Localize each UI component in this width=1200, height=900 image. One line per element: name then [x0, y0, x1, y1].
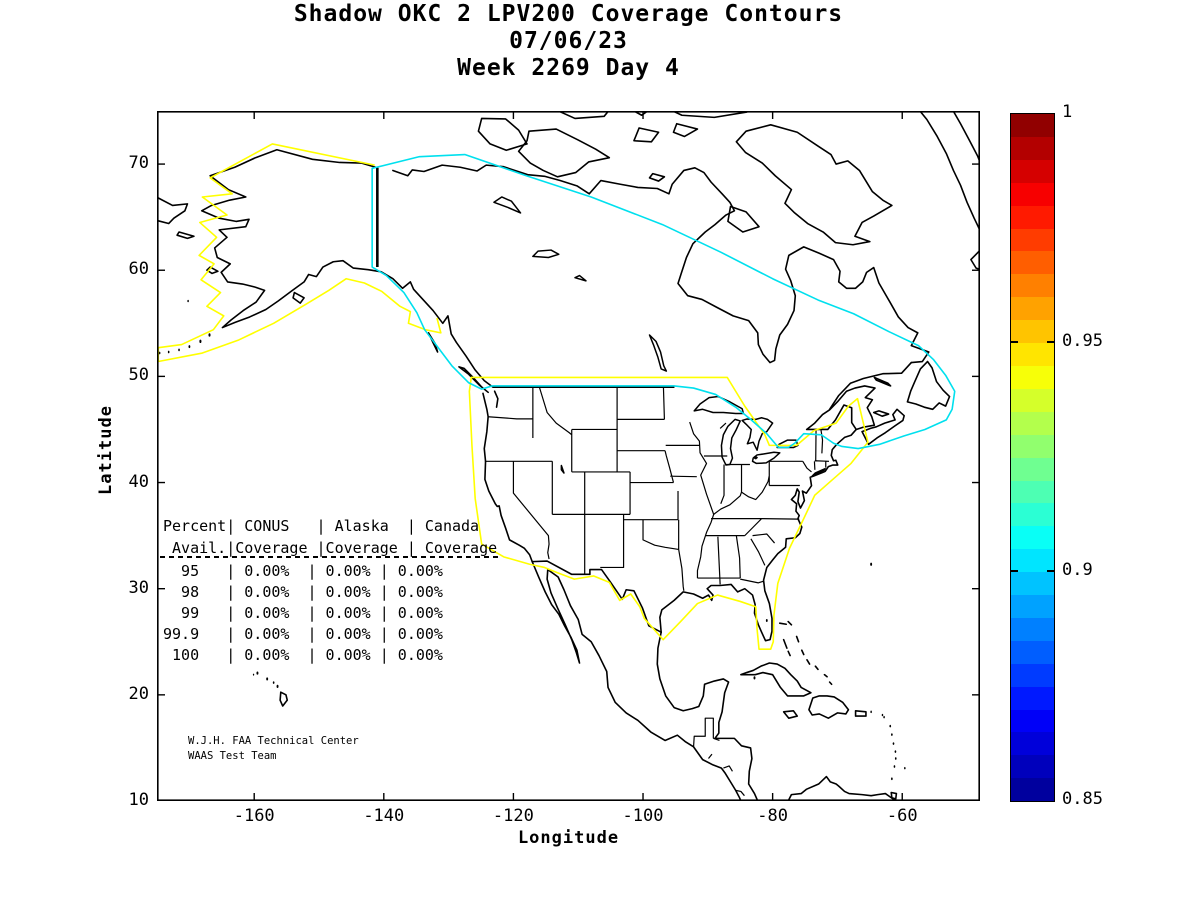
x-tick-label: -160	[233, 806, 275, 826]
coverage-table-row: 99.9 | 0.00% | 0.00% | 0.00%	[163, 625, 443, 643]
basemap	[157, 111, 980, 801]
colorbar-band	[1011, 640, 1054, 664]
x-axis-label: Longitude	[517, 828, 620, 848]
figure-date: 07/06/23	[509, 28, 628, 54]
coverage-table-row: 98 | 0.00% | 0.00% | 0.00%	[163, 583, 443, 601]
colorbar-band	[1011, 274, 1054, 298]
coverage-contours	[158, 144, 954, 649]
colorbar-band	[1011, 365, 1054, 389]
map-plot	[157, 111, 980, 801]
coverage-table-header-row1: Percent| CONUS | Alaska | Canada	[163, 517, 480, 535]
figure-week-day: Week 2269 Day 4	[457, 55, 680, 81]
coverage-table-row: 99 | 0.00% | 0.00% | 0.00%	[163, 604, 443, 622]
alaska-boundary	[158, 144, 441, 362]
y-tick-label: 30	[128, 577, 149, 598]
plot-frame	[157, 111, 980, 801]
colorbar-band	[1011, 480, 1054, 504]
colorbar-band	[1011, 732, 1054, 756]
x-tick-label: -100	[622, 806, 664, 826]
figure-title: Shadow OKC 2 LPV200 Coverage Contours	[293, 1, 844, 27]
x-tick-label: -120	[492, 806, 534, 826]
colorbar-band	[1011, 595, 1054, 618]
colorbar-tick	[1011, 570, 1018, 572]
colorbar-tick	[1011, 341, 1018, 343]
x-tick-label: -60	[886, 806, 918, 826]
colorbar-band	[1011, 228, 1054, 252]
colorbar-band	[1011, 114, 1054, 137]
y-tick-label: 20	[128, 683, 149, 704]
colorbar-band	[1011, 411, 1054, 435]
colorbar-band	[1011, 549, 1054, 573]
colorbar-band	[1011, 686, 1054, 710]
colorbar-band	[1011, 617, 1054, 641]
y-tick-label: 70	[128, 153, 149, 174]
colorbar-tick-label: 1	[1062, 102, 1073, 122]
colorbar-tick-label: 0.85	[1062, 789, 1103, 809]
colorbar-band	[1011, 457, 1054, 481]
colorbar-band	[1011, 343, 1054, 366]
y-tick-label: 40	[128, 471, 149, 492]
colorbar-band	[1011, 572, 1054, 596]
colorbar-band	[1011, 755, 1054, 779]
canada-boundary	[372, 155, 955, 449]
x-tick-label: -80	[757, 806, 788, 826]
y-tick-label: 10	[128, 790, 149, 810]
colorbar-band	[1011, 136, 1054, 160]
attribution-line: WAAS Test Team	[188, 750, 277, 762]
colorbar-tick-label: 0.95	[1062, 331, 1103, 351]
y-tick-label: 60	[128, 259, 149, 280]
colorbar-band	[1011, 159, 1054, 183]
colorbar-band	[1011, 503, 1054, 527]
colorbar-band	[1011, 709, 1054, 733]
coverage-table-header-row2: Avail.|Coverage |Coverage | Coverage	[163, 539, 498, 557]
coverage-table-row: 95 | 0.00% | 0.00% | 0.00%	[163, 562, 443, 580]
colorbar-band	[1011, 320, 1054, 344]
colorbar-tick	[1047, 341, 1054, 343]
colorbar-band	[1011, 182, 1054, 206]
colorbar-band	[1011, 434, 1054, 458]
colorbar-band	[1011, 778, 1054, 802]
attribution-line: W.J.H. FAA Technical Center	[188, 735, 359, 747]
coverage-table-row: 100 | 0.00% | 0.00% | 0.00%	[163, 646, 443, 664]
coverage-table-separator	[160, 556, 500, 558]
conus-boundary	[469, 377, 868, 649]
colorbar-tick-label: 0.9	[1062, 560, 1093, 580]
colorbar-tick	[1047, 570, 1054, 572]
colorbar	[1010, 113, 1055, 802]
colorbar-band	[1011, 297, 1054, 321]
colorbar-band	[1011, 388, 1054, 412]
colorbar-band	[1011, 663, 1054, 687]
x-tick-label: -140	[363, 806, 405, 826]
colorbar-band	[1011, 205, 1054, 229]
colorbar-band	[1011, 526, 1054, 550]
y-tick-label: 50	[128, 365, 149, 386]
colorbar-band	[1011, 251, 1054, 275]
